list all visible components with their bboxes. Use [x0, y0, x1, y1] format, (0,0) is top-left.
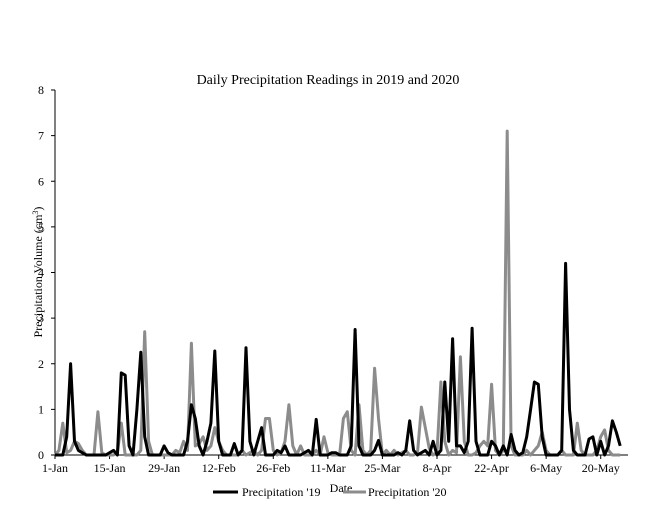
x-tick-label: 11-Mar: [310, 461, 346, 475]
y-tick-label: 6: [38, 174, 44, 188]
x-axis: 1-Jan 15-Jan 29-Jan 12-Feb 26-Feb 11-Mar 25-Ma…: [42, 454, 628, 475]
y-tick-label: 8: [38, 83, 44, 97]
y-axis: 0 1 2 3 4 5 6 7 8: [38, 83, 56, 462]
y-axis-label: Precipitation Volume (cm3): [31, 207, 46, 338]
y-tick-label: 1: [38, 402, 44, 416]
series-line-2020: [53, 129, 621, 457]
x-tick-label: 1-Jan: [42, 461, 68, 475]
x-tick-label: 25-Mar: [364, 461, 400, 475]
x-tick-label: 6-May: [530, 461, 562, 475]
y-tick-label: 0: [38, 448, 44, 462]
y-axis-label-exponent: 3: [31, 211, 40, 215]
x-tick-label: 15-Jan: [94, 461, 126, 475]
series-line-2019: [55, 261, 622, 457]
y-tick-label: 7: [38, 129, 44, 143]
y-axis-label-text: Precipitation Volume (cm: [31, 214, 45, 338]
x-tick-label: 26-Feb: [256, 461, 290, 475]
legend-label-2020: Precipitation '20: [368, 485, 446, 499]
x-tick-label: 29-Jan: [148, 461, 180, 475]
y-tick-label: 4: [38, 266, 44, 280]
x-tick-label: 20-May: [582, 461, 620, 475]
x-tick-label: 12-Feb: [202, 461, 236, 475]
series-layer: [53, 129, 622, 457]
y-axis-label-close: ): [31, 207, 45, 211]
y-tick-label: 2: [38, 357, 44, 371]
y-tick-label: 5: [38, 220, 44, 234]
x-tick-label: 8-Apr: [423, 461, 452, 475]
chart-title: Daily Precipitation Readings in 2019 and…: [197, 73, 460, 88]
x-tick-label: 22-Apr: [474, 461, 509, 475]
legend-label-2019: Precipitation '19: [242, 485, 320, 499]
y-tick-label: 3: [38, 311, 44, 325]
legend: Precipitation '19 Precipitation '20: [213, 485, 446, 499]
